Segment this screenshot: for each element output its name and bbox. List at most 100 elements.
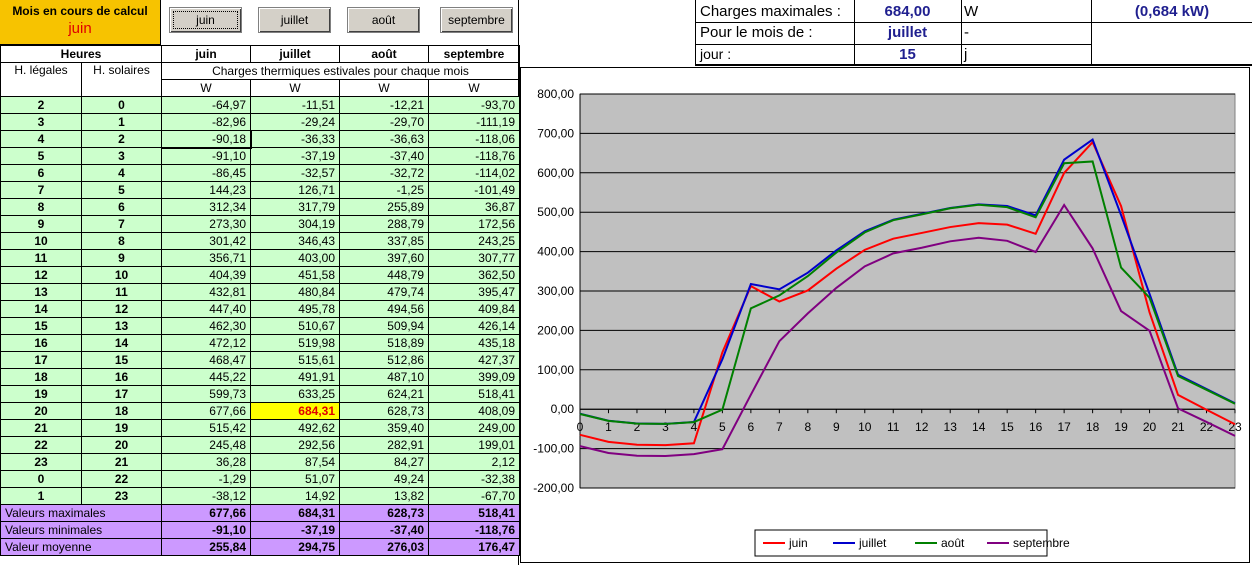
value-cell[interactable]: 51,07 [250,470,340,488]
value-cell[interactable]: 677,66 [161,402,251,420]
hour-legal-cell[interactable]: 21 [0,419,82,437]
value-cell[interactable]: -12,21 [339,96,429,114]
hour-legal-cell[interactable]: 18 [0,368,82,386]
value-cell[interactable]: 494,56 [339,300,429,318]
value-cell[interactable]: -118,06 [428,130,520,148]
hour-legal-cell[interactable]: 7 [0,181,82,199]
value-cell[interactable]: 515,42 [161,419,251,437]
hour-solar-cell[interactable]: 13 [81,317,162,335]
value-cell[interactable]: 282,91 [339,436,429,454]
value-cell[interactable]: 480,84 [250,283,340,301]
hour-solar-cell[interactable]: 5 [81,181,162,199]
value-cell[interactable]: -111,19 [428,113,520,131]
value-cell[interactable]: -118,76 [428,147,520,165]
value-cell[interactable]: -37,19 [250,147,340,165]
hour-legal-cell[interactable]: 0 [0,470,82,488]
hour-legal-cell[interactable]: 1 [0,487,82,505]
hour-solar-cell[interactable]: 7 [81,215,162,233]
value-cell[interactable]: 448,79 [339,266,429,284]
value-cell[interactable]: 301,42 [161,232,251,250]
value-cell[interactable]: -91,10 [161,147,251,165]
value-cell[interactable]: 409,84 [428,300,520,318]
value-cell[interactable]: 628,73 [339,402,429,420]
hour-legal-cell[interactable]: 3 [0,113,82,131]
value-cell[interactable]: 445,22 [161,368,251,386]
hour-legal-cell[interactable]: 20 [0,402,82,420]
value-cell[interactable]: 492,62 [250,419,340,437]
hour-legal-cell[interactable]: 22 [0,436,82,454]
value-cell[interactable]: 84,27 [339,453,429,471]
value-cell[interactable]: -32,72 [339,164,429,182]
value-cell[interactable]: 307,77 [428,249,520,267]
hour-solar-cell[interactable]: 9 [81,249,162,267]
hour-solar-cell[interactable]: 22 [81,470,162,488]
hour-legal-cell[interactable]: 13 [0,283,82,301]
value-cell[interactable]: 288,79 [339,215,429,233]
value-cell[interactable]: 468,47 [161,351,251,369]
value-cell[interactable]: -1,25 [339,181,429,199]
value-cell[interactable]: 395,47 [428,283,520,301]
value-cell[interactable]: 462,30 [161,317,251,335]
hour-legal-cell[interactable]: 6 [0,164,82,182]
hour-solar-cell[interactable]: 16 [81,368,162,386]
hour-legal-cell[interactable]: 14 [0,300,82,318]
value-cell[interactable]: 404,39 [161,266,251,284]
value-cell[interactable]: 317,79 [250,198,340,216]
hour-solar-cell[interactable]: 19 [81,419,162,437]
value-cell[interactable]: 36,87 [428,198,520,216]
value-cell[interactable]: 684,31 [250,402,340,420]
hour-legal-cell[interactable]: 5 [0,147,82,165]
value-cell[interactable]: -37,40 [339,147,429,165]
value-cell[interactable]: 304,19 [250,215,340,233]
value-cell[interactable]: -32,38 [428,470,520,488]
hour-legal-cell[interactable]: 9 [0,215,82,233]
value-cell[interactable]: 509,94 [339,317,429,335]
value-cell[interactable]: 408,09 [428,402,520,420]
value-cell[interactable]: 451,58 [250,266,340,284]
value-cell[interactable]: -86,45 [161,164,251,182]
value-cell[interactable]: -38,12 [161,487,251,505]
value-cell[interactable]: 519,98 [250,334,340,352]
hour-legal-cell[interactable]: 17 [0,351,82,369]
hour-solar-cell[interactable]: 0 [81,96,162,114]
value-cell[interactable]: 36,28 [161,453,251,471]
hour-solar-cell[interactable]: 14 [81,334,162,352]
value-cell[interactable]: 403,00 [250,249,340,267]
value-cell[interactable]: 245,48 [161,436,251,454]
hour-solar-cell[interactable]: 20 [81,436,162,454]
value-cell[interactable]: 427,37 [428,351,520,369]
value-cell[interactable]: -67,70 [428,487,520,505]
value-cell[interactable]: -101,49 [428,181,520,199]
value-cell[interactable]: 199,01 [428,436,520,454]
hour-legal-cell[interactable]: 2 [0,96,82,114]
value-cell[interactable]: -36,63 [339,130,429,148]
value-cell[interactable]: -32,57 [250,164,340,182]
hour-solar-cell[interactable]: 18 [81,402,162,420]
hour-solar-cell[interactable]: 3 [81,147,162,165]
hour-solar-cell[interactable]: 11 [81,283,162,301]
hour-solar-cell[interactable]: 10 [81,266,162,284]
value-cell[interactable]: 14,92 [250,487,340,505]
juin-button[interactable]: juin [169,7,242,33]
value-cell[interactable]: 255,89 [339,198,429,216]
value-cell[interactable]: 487,10 [339,368,429,386]
value-cell[interactable]: 518,41 [428,385,520,403]
hour-legal-cell[interactable]: 12 [0,266,82,284]
value-cell[interactable]: 426,14 [428,317,520,335]
value-cell[interactable]: 399,09 [428,368,520,386]
hour-legal-cell[interactable]: 4 [0,130,82,148]
aout-button[interactable]: août [347,7,420,33]
value-cell[interactable]: -29,24 [250,113,340,131]
value-cell[interactable]: -11,51 [250,96,340,114]
value-cell[interactable]: 435,18 [428,334,520,352]
hour-legal-cell[interactable]: 11 [0,249,82,267]
value-cell[interactable]: 249,00 [428,419,520,437]
value-cell[interactable]: 510,67 [250,317,340,335]
value-cell[interactable]: 49,24 [339,470,429,488]
hour-solar-cell[interactable]: 8 [81,232,162,250]
hour-legal-cell[interactable]: 23 [0,453,82,471]
value-cell[interactable]: 633,25 [250,385,340,403]
value-cell[interactable]: 491,91 [250,368,340,386]
hour-solar-cell[interactable]: 4 [81,164,162,182]
hour-solar-cell[interactable]: 17 [81,385,162,403]
